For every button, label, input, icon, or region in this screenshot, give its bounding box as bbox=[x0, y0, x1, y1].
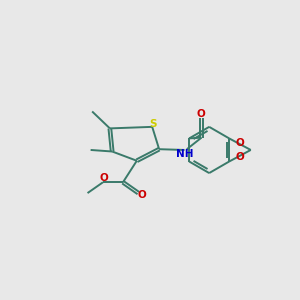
Text: NH: NH bbox=[176, 149, 193, 159]
Text: O: O bbox=[235, 152, 244, 162]
Text: O: O bbox=[137, 190, 146, 200]
Text: S: S bbox=[149, 119, 157, 129]
Text: O: O bbox=[235, 138, 244, 148]
Text: O: O bbox=[99, 173, 108, 184]
Text: O: O bbox=[196, 109, 205, 119]
